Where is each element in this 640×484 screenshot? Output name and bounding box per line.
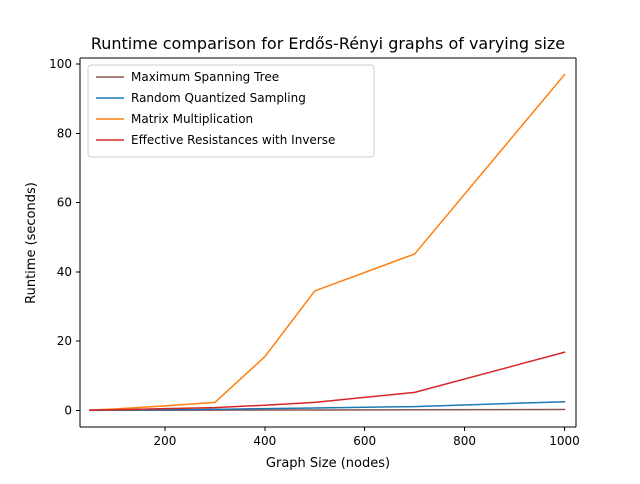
- axes: [79, 57, 577, 428]
- legend-label-2: Random Quantized Sampling: [131, 91, 306, 105]
- y-tick-label: 0: [64, 403, 72, 417]
- series-line-3: [89, 73, 566, 411]
- y-axis-label: Runtime (seconds): [24, 182, 39, 304]
- y-tick-label: 20: [57, 334, 72, 348]
- legend-label-3: Matrix Multiplication: [131, 112, 253, 126]
- y-tick-label: 40: [57, 265, 72, 279]
- x-tick-label: 800: [453, 434, 476, 448]
- legend-box: [87, 64, 375, 158]
- series-lines: [89, 73, 566, 412]
- y-tick-label: 60: [57, 196, 72, 210]
- x-tick-label: 600: [353, 434, 376, 448]
- chart-title: Runtime comparison for Erdős-Rényi graph…: [91, 34, 565, 53]
- x-tick-label: 1000: [549, 434, 580, 448]
- legend-label-4: Effective Resistances with Inverse: [131, 133, 335, 147]
- legend: Maximum Spanning Tree Random Quantized Sa…: [87, 64, 375, 158]
- x-tick-label: 400: [253, 434, 276, 448]
- x-tick-label: 200: [153, 434, 176, 448]
- y-tick-label: 80: [57, 126, 72, 140]
- tick-marks: 200 400 600 800 1000 0 20 40 60 80 100: [49, 57, 580, 448]
- x-axis-label: Graph Size (nodes): [266, 456, 390, 471]
- legend-label-1: Maximum Spanning Tree: [131, 70, 279, 84]
- series-line-4: [89, 351, 566, 411]
- y-tick-label: 100: [49, 57, 72, 71]
